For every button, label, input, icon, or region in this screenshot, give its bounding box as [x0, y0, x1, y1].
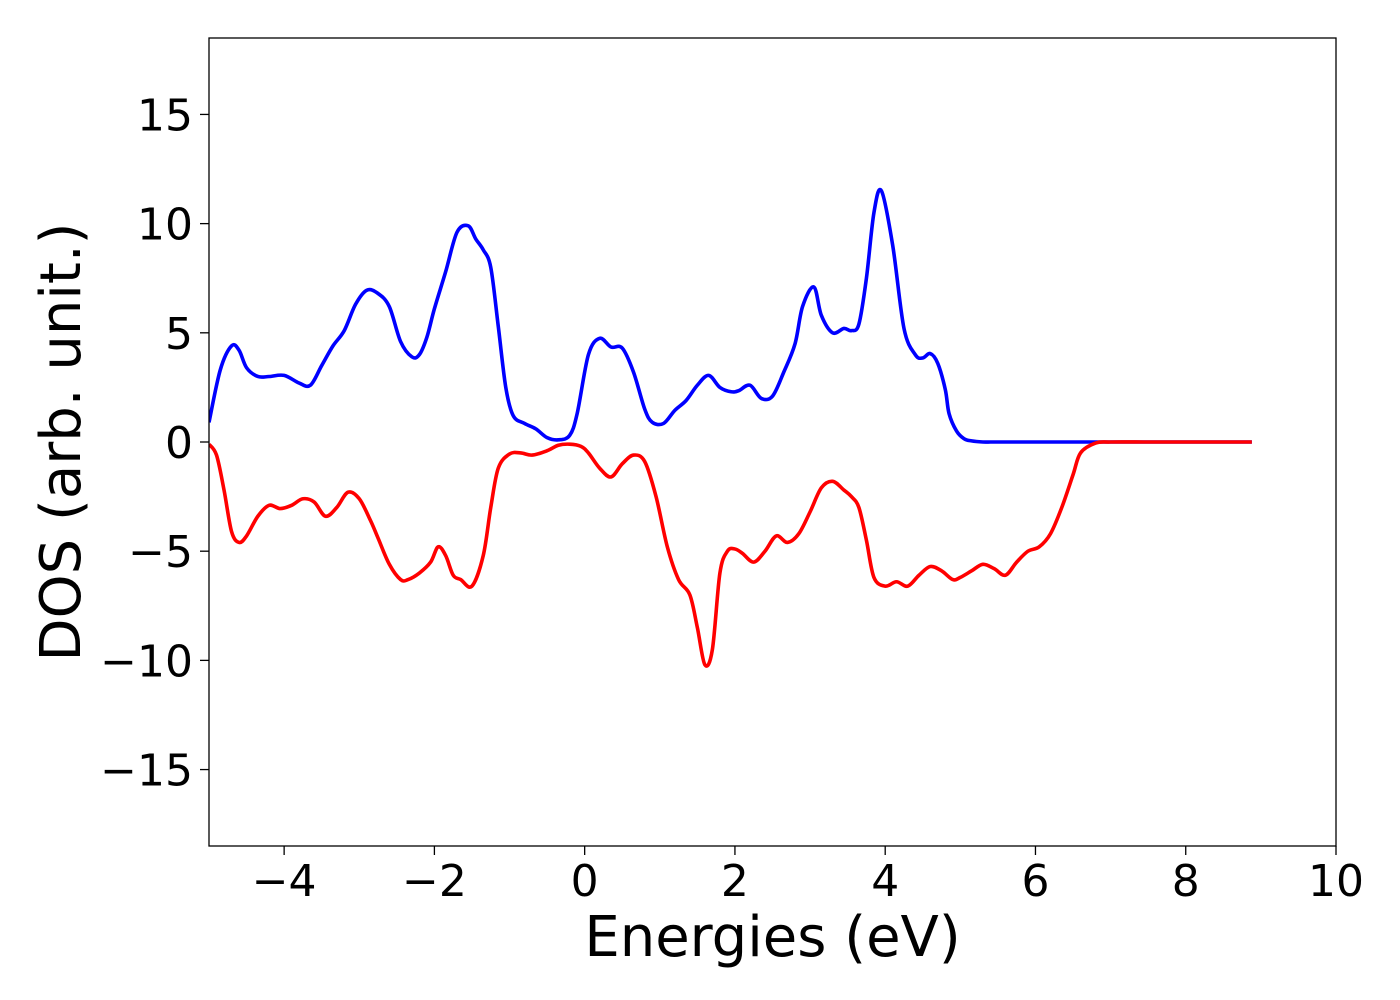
y-tick-label: 15: [137, 90, 193, 141]
x-tick-label: 0: [571, 856, 599, 907]
y-tick-label: −10: [100, 636, 193, 687]
series-line-blue: [209, 187, 1252, 444]
tick-layer: −4 −2 0 2 4 6 8 10 −15 −10 −5 0 5 10 15: [100, 90, 1364, 907]
x-tick-label: −4: [252, 856, 317, 907]
y-axis-label: DOS (arb. unit.): [29, 222, 94, 661]
x-axis-label: Energies (eV): [584, 905, 960, 970]
y-tick-label: −5: [128, 527, 193, 578]
x-tick-label: 10: [1308, 856, 1364, 907]
y-tick-label: 10: [137, 200, 193, 251]
x-tick-label: 6: [1021, 856, 1049, 907]
series-layer: [209, 187, 1252, 668]
x-tick-label: −2: [402, 856, 467, 907]
x-tick-label: 8: [1172, 856, 1200, 907]
x-tick-label: 4: [871, 856, 899, 907]
x-tick-label: 2: [721, 856, 749, 907]
series-line-red: [209, 440, 1252, 668]
y-tick-label: 5: [165, 309, 193, 360]
y-tick-label: 0: [165, 418, 193, 469]
y-tick-label: −15: [100, 746, 193, 797]
